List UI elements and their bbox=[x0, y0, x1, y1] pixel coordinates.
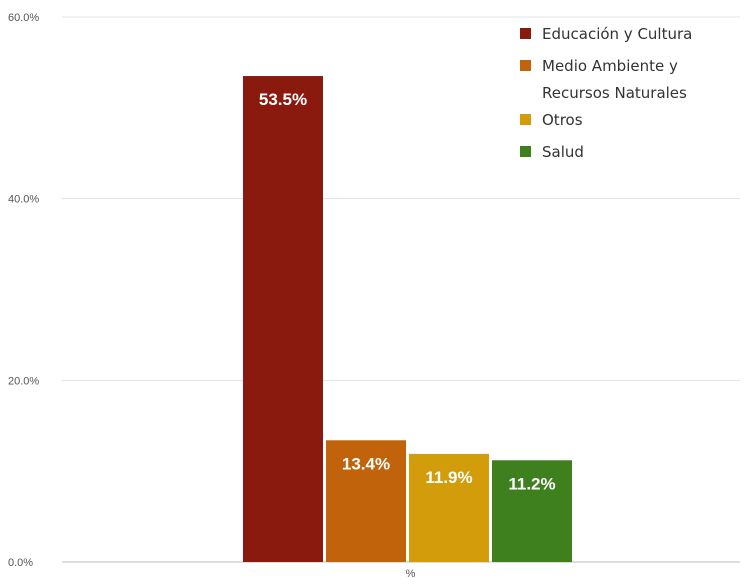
y-tick-label: 0.0% bbox=[8, 557, 33, 569]
y-tick-label: 60.0% bbox=[8, 12, 39, 24]
bar bbox=[326, 440, 406, 562]
bar bbox=[409, 453, 489, 562]
legend-swatch bbox=[520, 114, 531, 125]
legend-swatch bbox=[520, 60, 531, 71]
x-category-label: % bbox=[406, 568, 416, 580]
x-axis-categories: % bbox=[406, 568, 416, 580]
legend-swatch bbox=[520, 146, 531, 157]
bar bbox=[243, 76, 323, 563]
legend-item: Salud bbox=[520, 143, 584, 161]
bar-data-label: 53.5% bbox=[259, 90, 307, 109]
bars bbox=[243, 76, 572, 563]
legend-item: Otros bbox=[520, 111, 583, 129]
legend-label: Otros bbox=[542, 111, 583, 129]
y-tick-label: 40.0% bbox=[8, 194, 39, 206]
bar-data-label: 11.9% bbox=[425, 468, 472, 487]
y-tick-label: 20.0% bbox=[8, 375, 39, 387]
bar-data-label: 11.2% bbox=[508, 474, 555, 493]
bar-data-label: 13.4% bbox=[342, 454, 390, 473]
y-axis-ticks: 0.0% 20.0% 40.0% 60.0% bbox=[8, 12, 39, 569]
legend-item: Medio Ambiente y Recursos Naturales bbox=[520, 57, 687, 102]
legend: Educación y Cultura Medio Ambiente y Recur… bbox=[520, 25, 692, 161]
legend-label: Educación y Cultura bbox=[542, 25, 692, 43]
data-labels: 53.5% 13.4% 11.9% 11.2% bbox=[259, 90, 556, 493]
bar bbox=[492, 460, 572, 562]
legend-item: Educación y Cultura bbox=[520, 25, 692, 43]
legend-label: Medio Ambiente y Recursos Naturales bbox=[542, 57, 687, 102]
legend-swatch bbox=[520, 28, 531, 39]
legend-label: Salud bbox=[542, 143, 584, 161]
